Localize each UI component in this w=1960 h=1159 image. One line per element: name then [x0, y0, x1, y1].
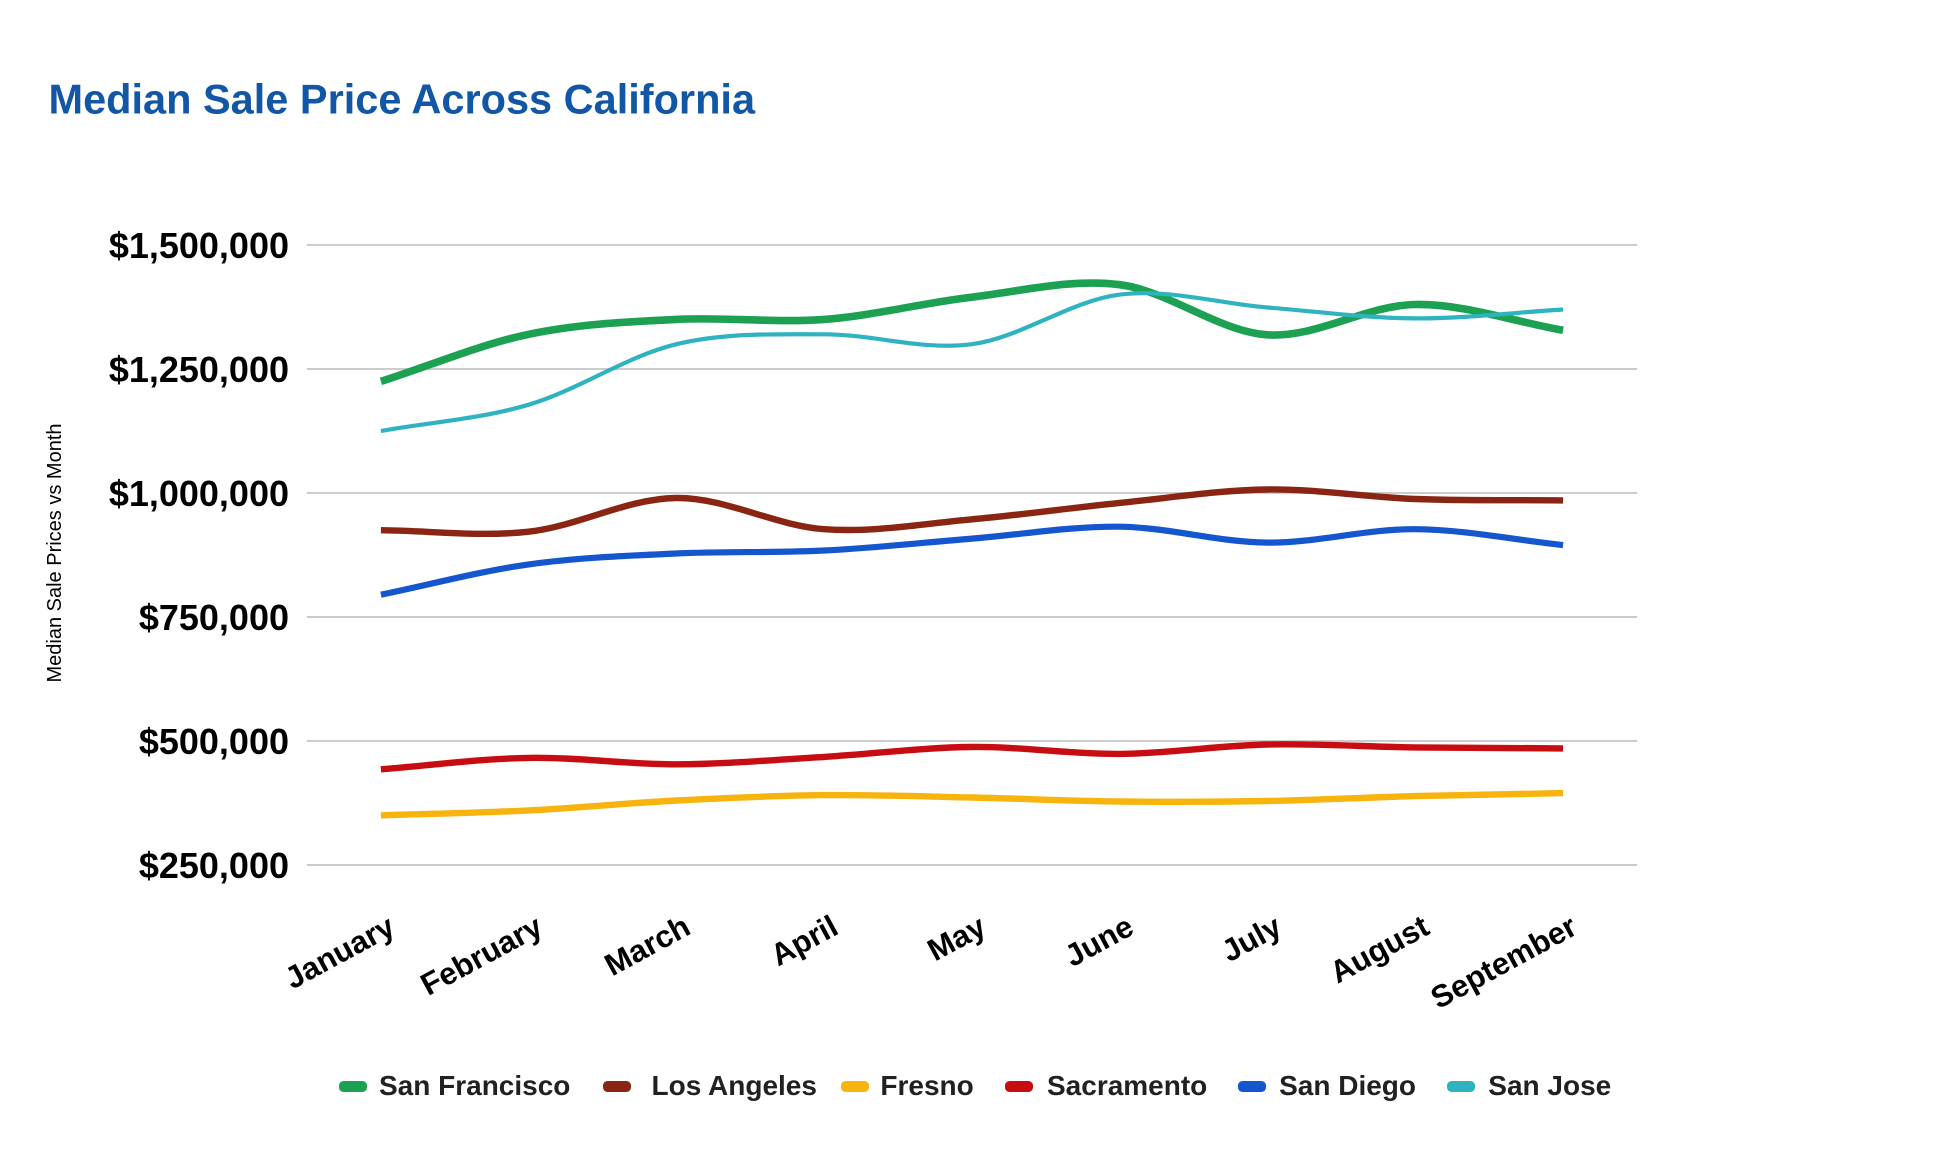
- svg-text:$1,000,000: $1,000,000: [109, 473, 289, 514]
- svg-text:$1,500,000: $1,500,000: [109, 225, 289, 266]
- svg-text:Fresno: Fresno: [880, 1070, 973, 1101]
- svg-text:San Diego: San Diego: [1279, 1070, 1416, 1101]
- svg-text:Median Sale Price Across Calif: Median Sale Price Across California: [49, 76, 756, 123]
- svg-text:San Francisco: San Francisco: [379, 1070, 570, 1101]
- svg-text:Sacramento: Sacramento: [1047, 1070, 1207, 1101]
- svg-text:$250,000: $250,000: [139, 845, 289, 886]
- svg-text:San Jose: San Jose: [1488, 1070, 1611, 1101]
- svg-text:$500,000: $500,000: [139, 721, 289, 762]
- svg-text:$750,000: $750,000: [139, 597, 289, 638]
- svg-text:Median Sale Prices vs Month: Median Sale Prices vs Month: [44, 423, 66, 682]
- svg-text:Los Angeles: Los Angeles: [652, 1070, 817, 1101]
- svg-text:$1,250,000: $1,250,000: [109, 349, 289, 390]
